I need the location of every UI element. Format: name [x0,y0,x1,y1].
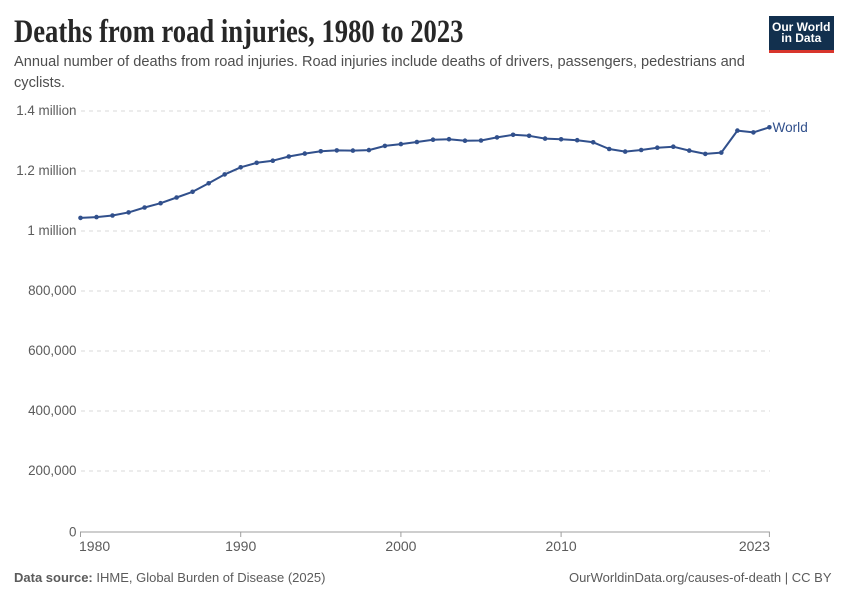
svg-text:2000: 2000 [385,538,416,554]
svg-text:200,000: 200,000 [28,463,76,478]
svg-text:1.4 million: 1.4 million [16,103,76,118]
svg-text:800,000: 800,000 [28,283,76,298]
svg-text:1980: 1980 [79,538,110,554]
svg-text:2010: 2010 [546,538,577,554]
svg-text:1.2 million: 1.2 million [16,163,76,178]
svg-text:1 million: 1 million [27,223,76,238]
svg-text:0: 0 [69,524,76,539]
svg-text:600,000: 600,000 [28,343,76,358]
svg-text:1990: 1990 [225,538,256,554]
svg-text:400,000: 400,000 [28,403,76,418]
svg-text:2023: 2023 [739,538,770,554]
svg-text:World: World [773,120,808,135]
